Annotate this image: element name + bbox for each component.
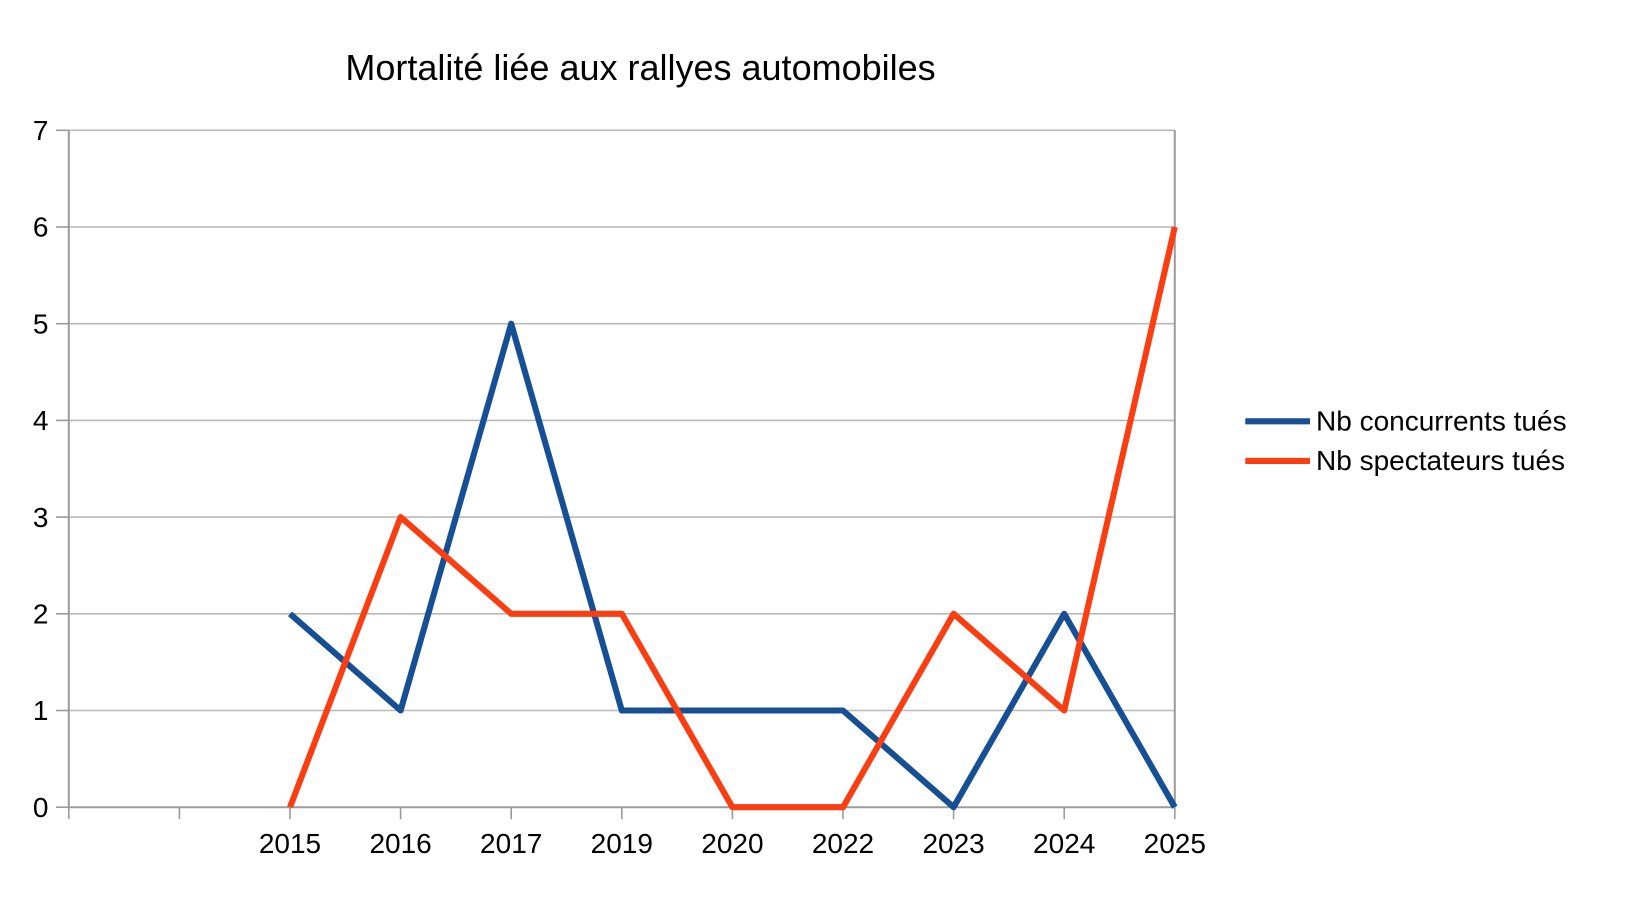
svg-text:2: 2 (33, 599, 49, 630)
svg-text:Mortalité liée aux rallyes aut: Mortalité liée aux rallyes automobiles (345, 47, 935, 88)
svg-text:3: 3 (33, 502, 49, 533)
svg-text:Nb concurrents tués: Nb concurrents tués (1316, 406, 1567, 437)
svg-text:5: 5 (33, 308, 49, 339)
svg-text:4: 4 (33, 405, 49, 436)
svg-text:2016: 2016 (369, 828, 431, 859)
svg-text:2020: 2020 (701, 828, 763, 859)
svg-text:2024: 2024 (1033, 828, 1095, 859)
svg-text:7: 7 (33, 115, 49, 146)
svg-text:0: 0 (33, 792, 49, 823)
svg-text:2023: 2023 (922, 828, 984, 859)
svg-text:2019: 2019 (591, 828, 653, 859)
svg-text:Nb spectateurs tués: Nb spectateurs tués (1316, 445, 1565, 476)
svg-text:1: 1 (33, 695, 49, 726)
svg-text:2025: 2025 (1144, 828, 1206, 859)
svg-text:2022: 2022 (812, 828, 874, 859)
svg-text:6: 6 (33, 212, 49, 243)
svg-text:2017: 2017 (480, 828, 542, 859)
svg-text:2015: 2015 (259, 828, 321, 859)
